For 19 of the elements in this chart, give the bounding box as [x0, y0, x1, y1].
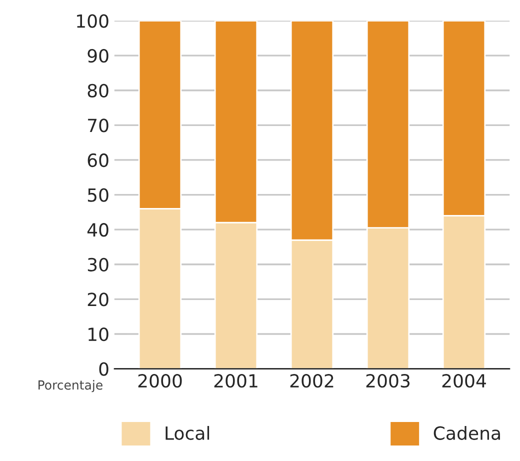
legend-label: Local — [166, 426, 210, 440]
y-tick-label: 40 — [87, 223, 108, 237]
y-tick-label: 80 — [88, 84, 108, 98]
y-tick-label: 100 — [77, 14, 108, 28]
y-tick-label: 50 — [88, 188, 108, 202]
legend-label: Cadena — [434, 426, 500, 440]
y-axis-title: Porcentaje — [38, 380, 102, 392]
x-tick-label: 2001 — [214, 374, 258, 388]
x-tick-label: 2003 — [366, 374, 410, 388]
x-tick-label: 2004 — [442, 374, 486, 388]
y-tick-label: 30 — [88, 258, 108, 272]
y-tick-label: 70 — [88, 118, 108, 132]
y-tick-label: 20 — [88, 292, 108, 306]
y-tick-label: 90 — [88, 49, 108, 63]
y-tick-label: 60 — [88, 153, 108, 168]
x-tick-label: 2002 — [290, 374, 334, 388]
y-tick-label: 10 — [88, 327, 108, 342]
x-tick-label: 2000 — [138, 374, 182, 388]
y-tick-label: 0 — [99, 362, 108, 376]
